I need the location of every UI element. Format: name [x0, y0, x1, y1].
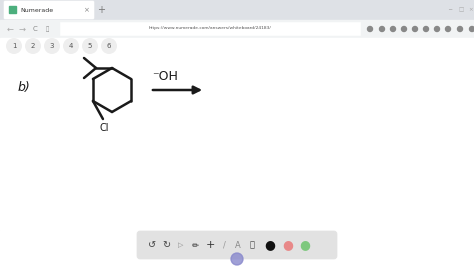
- Text: ●: ●: [300, 239, 310, 251]
- Text: 1: 1: [12, 43, 16, 49]
- Circle shape: [367, 27, 373, 32]
- Text: ⛾: ⛾: [249, 240, 255, 250]
- Text: 4: 4: [69, 43, 73, 49]
- Bar: [9, 6, 16, 13]
- Circle shape: [412, 27, 418, 32]
- Circle shape: [63, 38, 79, 54]
- Bar: [0, 0, 474, 20]
- Bar: [0, 38, 474, 230]
- Text: https://www.numerade.com/answers/whiteboard/24183/: https://www.numerade.com/answers/whitebo…: [148, 27, 272, 31]
- Circle shape: [231, 253, 243, 265]
- Text: A: A: [235, 240, 241, 250]
- Circle shape: [6, 38, 22, 54]
- Text: ←: ←: [7, 24, 13, 34]
- Text: ×: ×: [469, 8, 474, 13]
- Text: C: C: [33, 26, 37, 32]
- Text: +: +: [97, 5, 105, 15]
- Text: ▷: ▷: [178, 242, 184, 248]
- Text: 5: 5: [88, 43, 92, 49]
- FancyBboxPatch shape: [137, 231, 337, 259]
- FancyBboxPatch shape: [4, 1, 94, 19]
- Circle shape: [44, 38, 60, 54]
- Text: ×: ×: [83, 7, 89, 13]
- Text: ─: ─: [448, 8, 452, 13]
- Text: Cl: Cl: [99, 123, 109, 133]
- Bar: [0, 230, 474, 268]
- Circle shape: [82, 38, 98, 54]
- Circle shape: [25, 38, 41, 54]
- Text: →: →: [18, 24, 26, 34]
- Text: b): b): [18, 81, 31, 95]
- Bar: [60, 22, 360, 35]
- Circle shape: [470, 27, 474, 32]
- Text: 🔒: 🔒: [46, 26, 49, 32]
- Circle shape: [435, 27, 439, 32]
- Text: ↻: ↻: [162, 240, 170, 250]
- Circle shape: [401, 27, 407, 32]
- Circle shape: [457, 27, 463, 32]
- Text: /: /: [223, 240, 226, 250]
- Circle shape: [423, 27, 428, 32]
- Circle shape: [380, 27, 384, 32]
- Text: 2: 2: [31, 43, 35, 49]
- Text: 3: 3: [50, 43, 54, 49]
- Text: Numerade: Numerade: [20, 8, 53, 13]
- Text: ⁻OH: ⁻OH: [152, 69, 178, 83]
- Text: 6: 6: [107, 43, 111, 49]
- Circle shape: [446, 27, 450, 32]
- Text: ✏: ✏: [191, 240, 199, 250]
- Bar: [0, 20, 474, 38]
- Circle shape: [101, 38, 117, 54]
- Text: +: +: [205, 240, 215, 250]
- Text: □: □: [458, 8, 464, 13]
- Text: ●: ●: [264, 239, 275, 251]
- Circle shape: [391, 27, 395, 32]
- Text: ↺: ↺: [148, 240, 156, 250]
- Text: ●: ●: [283, 239, 293, 251]
